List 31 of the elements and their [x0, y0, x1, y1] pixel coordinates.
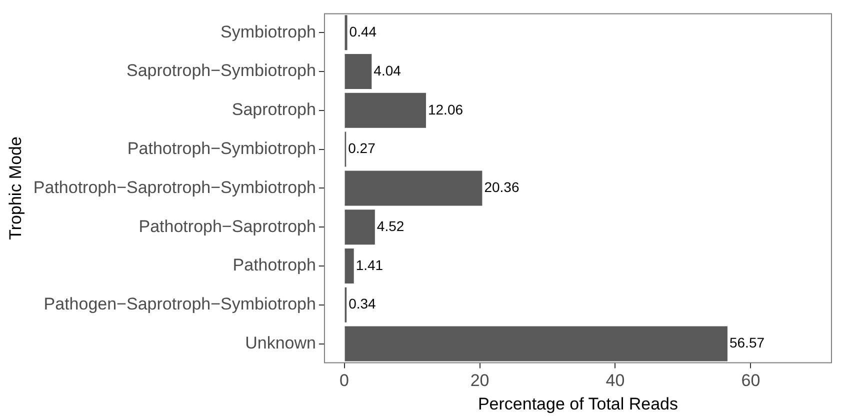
bar: [344, 92, 426, 128]
bar: [344, 15, 348, 50]
y-axis-title: Trophic Mode: [6, 136, 25, 240]
data-label: 4.52: [376, 218, 404, 234]
bar: [344, 54, 372, 90]
x-tick-label: 0: [340, 371, 350, 390]
y-tick-label: Pathotroph−Saprotroph: [138, 216, 316, 236]
data-label: 12.06: [428, 101, 464, 118]
y-tick-label: Saprotroph−Symbiotroph: [126, 61, 316, 80]
x-tick-label: 40: [606, 371, 625, 390]
y-tick-label: Pathogen−Saprotroph−Symbiotroph: [44, 294, 316, 314]
data-label: 0.27: [348, 140, 376, 156]
y-tick-label: Symbiotroph: [220, 22, 316, 42]
data-label: 0.44: [349, 24, 377, 40]
data-label: 0.34: [348, 296, 376, 312]
data-label: 1.41: [356, 256, 384, 273]
x-tick-label: 60: [741, 371, 760, 390]
y-tick-label: Pathotroph: [232, 256, 316, 275]
x-axis-title: Percentage of Total Reads: [478, 394, 678, 414]
x-tick-label: 20: [470, 371, 490, 390]
y-tick-label: Pathotroph−Symbiotroph: [127, 139, 316, 158]
bar: [344, 326, 728, 362]
bar: [344, 170, 482, 206]
bar: [344, 210, 375, 245]
y-tick-label: Unknown: [245, 333, 316, 352]
y-tick-label: Saprotroph: [232, 100, 316, 120]
data-label: 56.57: [729, 334, 765, 351]
data-label: 20.36: [484, 179, 520, 196]
data-label: 4.04: [374, 62, 402, 78]
y-tick-label: Pathotroph−Saprotroph−Symbiotroph: [33, 178, 316, 197]
bar: [344, 248, 354, 284]
